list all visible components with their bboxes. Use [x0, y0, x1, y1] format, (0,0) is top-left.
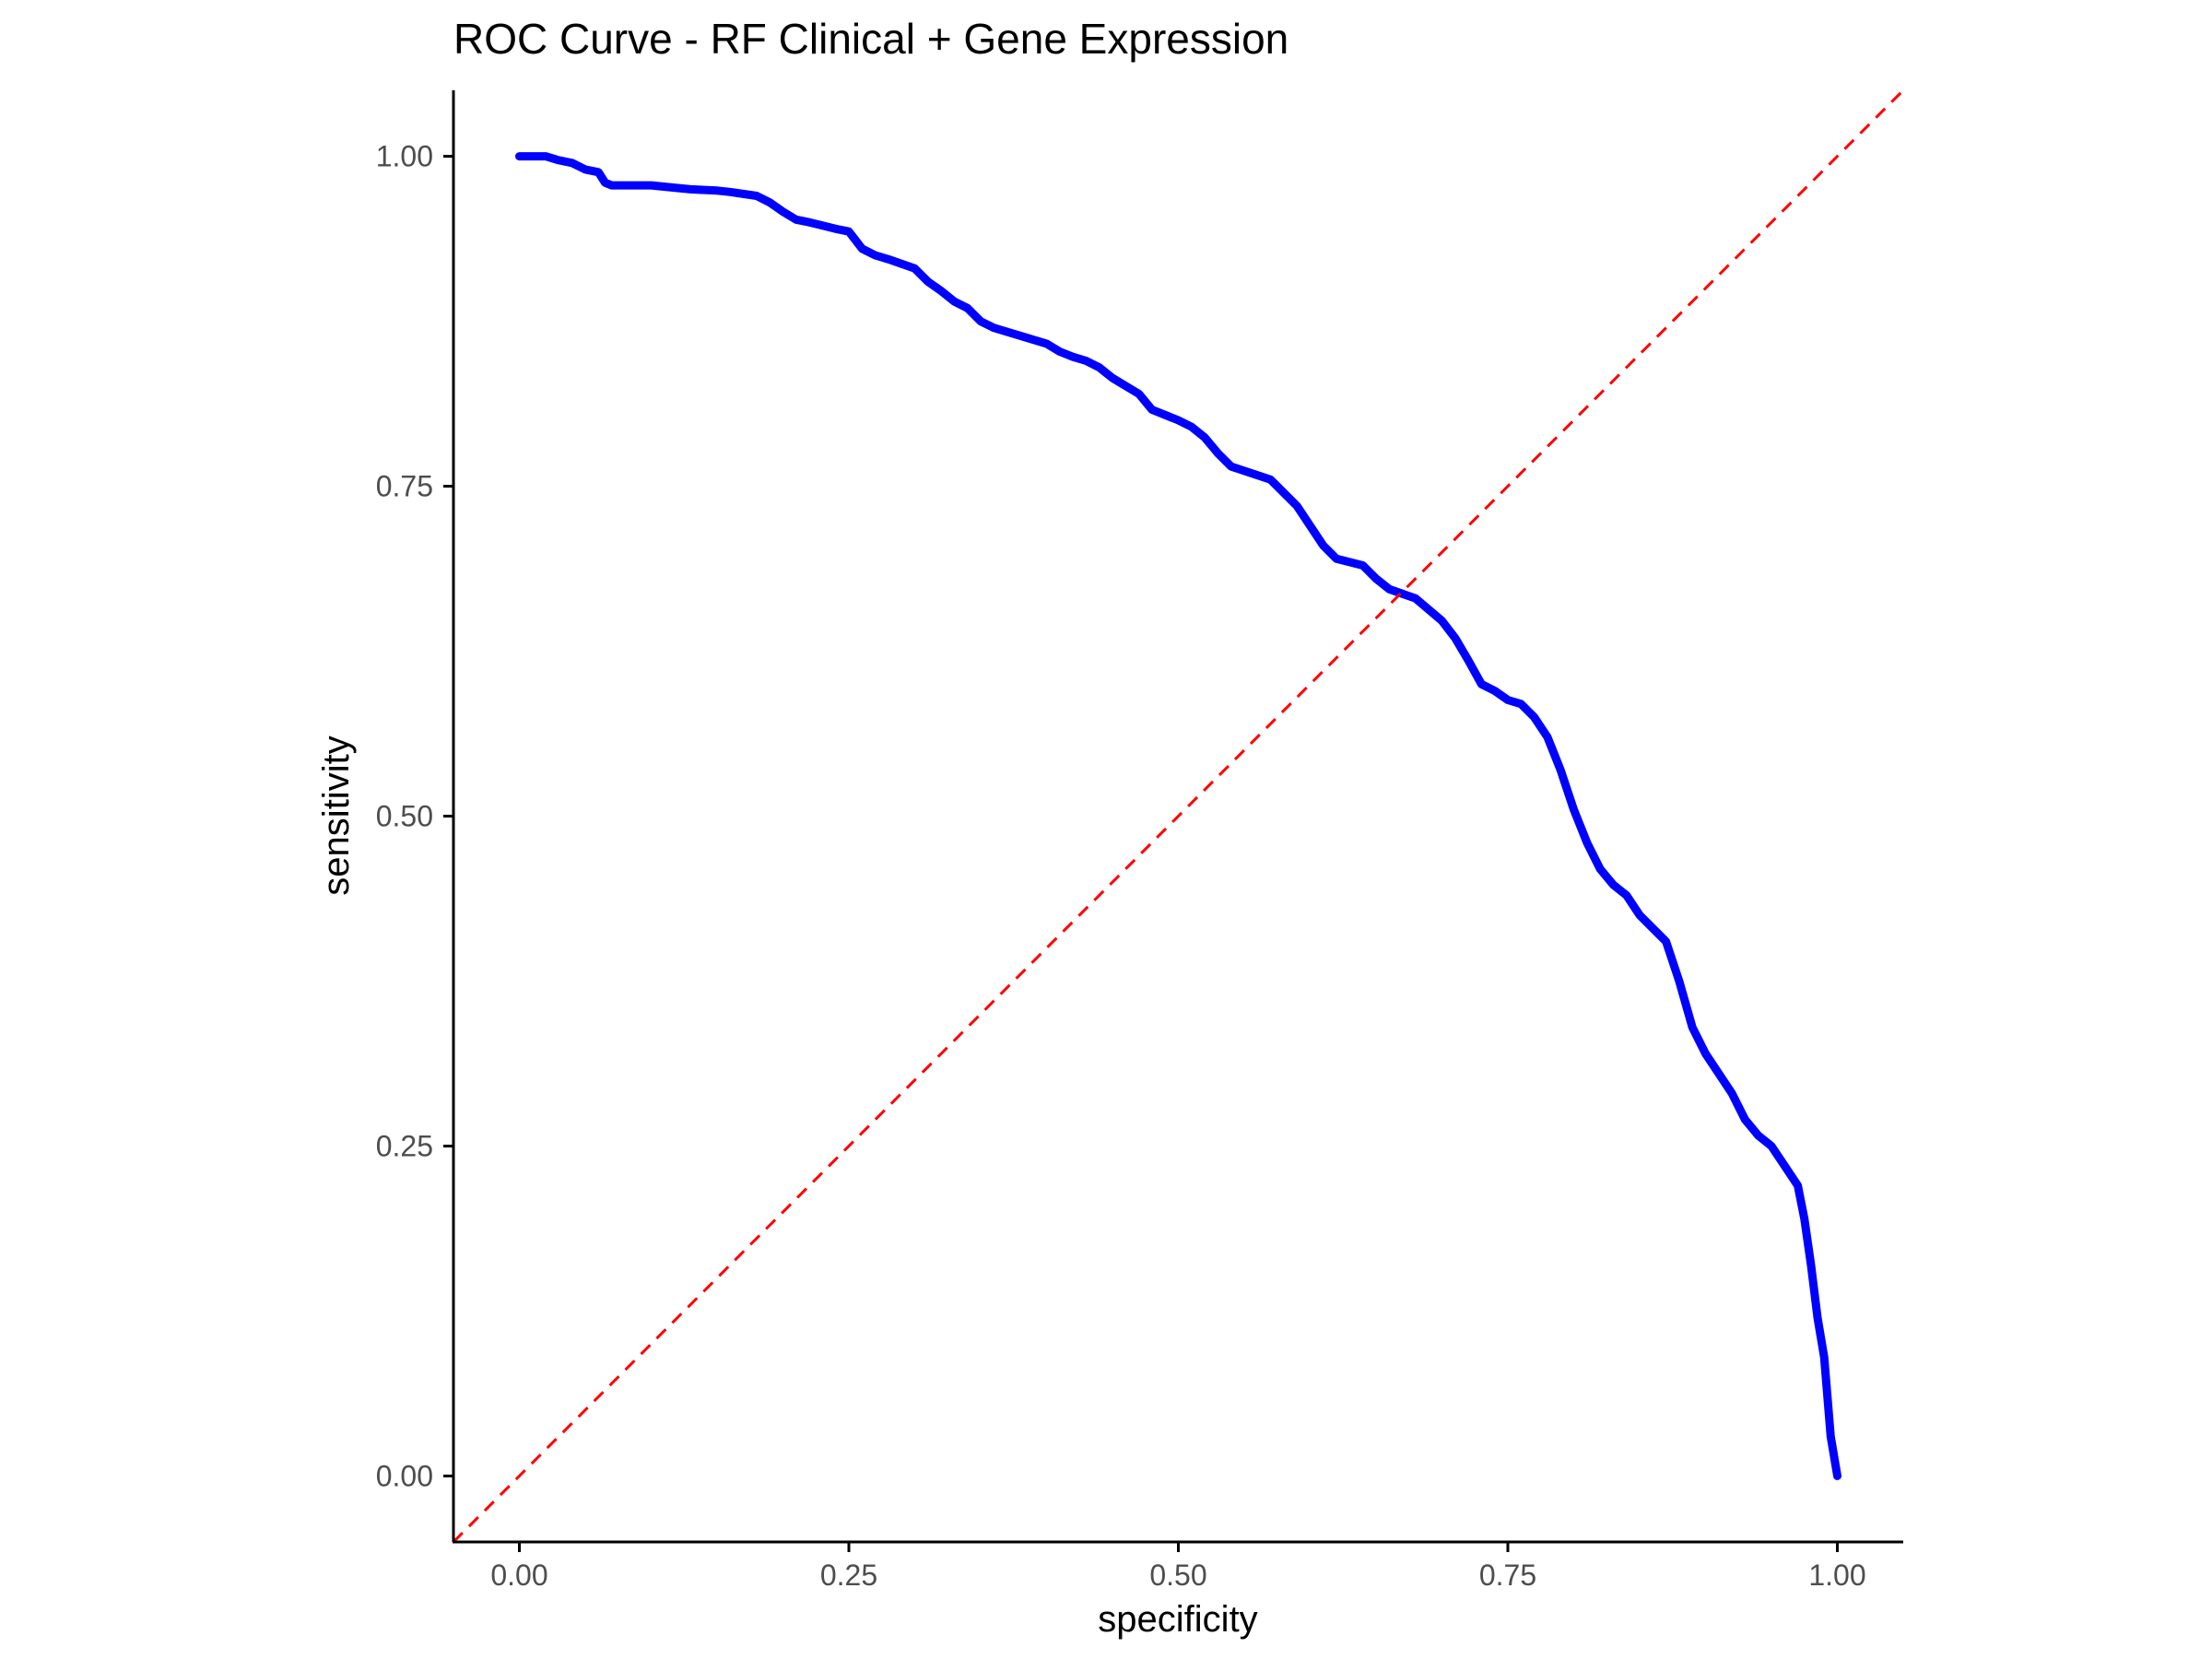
y-tick-label: 0.00	[376, 1459, 433, 1492]
x-tick-label: 1.00	[1808, 1559, 1865, 1592]
x-axis-title: specificity	[1098, 1599, 1257, 1640]
y-tick-label: 0.50	[376, 800, 433, 833]
chart-title: ROC Curve - RF Clinical + Gene Expressio…	[453, 15, 1288, 63]
y-ticks: 0.00 0.25 0.50 0.75 1.00	[376, 140, 453, 1492]
x-ticks: 0.00 0.25 0.50 0.75 1.00	[490, 1542, 1866, 1592]
x-tick-label: 0.00	[490, 1559, 547, 1592]
y-tick-label: 0.25	[376, 1129, 433, 1162]
y-tick-label: 1.00	[376, 140, 433, 173]
x-tick-label: 0.50	[1149, 1559, 1206, 1592]
y-tick-label: 0.75	[376, 470, 433, 503]
roc-curve-line	[515, 152, 1841, 1480]
y-axis-title: sensitivity	[316, 735, 357, 895]
x-tick-label: 0.75	[1479, 1559, 1536, 1592]
reference-diagonal-line	[452, 88, 1905, 1544]
x-tick-label: 0.25	[820, 1559, 877, 1592]
plot-area	[452, 88, 1905, 1544]
